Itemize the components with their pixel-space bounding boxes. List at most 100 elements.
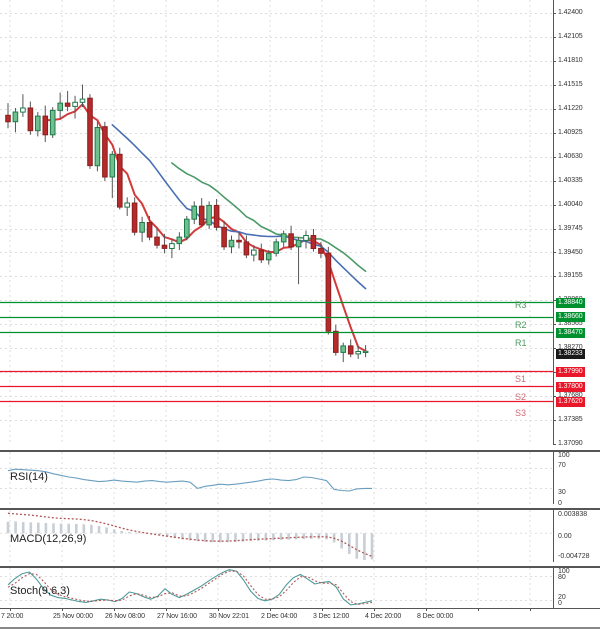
- x-axis-tick: [218, 608, 219, 611]
- rsi-panel[interactable]: [0, 452, 553, 504]
- price-axis-tick: [553, 396, 556, 397]
- bottom-frame: [0, 627, 600, 629]
- pivot-level-s2: S2: [515, 392, 527, 402]
- x-axis-tick-label: 25 Nov 00:00: [53, 613, 93, 620]
- price-plot: [0, 0, 553, 444]
- price-axis-tick-label: 1.38565: [558, 320, 583, 328]
- x-axis-tick: [322, 608, 323, 611]
- x-axis-line: [0, 608, 600, 609]
- price-axis-tick: [553, 133, 556, 134]
- pivot-level-r2: R2: [515, 320, 527, 330]
- price-axis-tick: [553, 205, 556, 206]
- price-axis-tick-label: 1.39745: [558, 224, 583, 232]
- x-axis-tick: [166, 608, 167, 611]
- price-axis-tick-label: 1.40040: [558, 200, 583, 208]
- stoch-axis-line: [553, 568, 554, 608]
- last-price-label: 1.38233: [556, 349, 585, 359]
- price-axis-tick-label: 1.38270: [558, 344, 583, 352]
- x-axis-tick-label: 26 Nov 08:00: [105, 613, 145, 620]
- price-axis-tick-label: 1.41515: [558, 80, 583, 88]
- price-axis-tick-label: 1.37090: [558, 440, 583, 448]
- rsi-axis-tick-label: 0: [558, 500, 562, 507]
- price-axis-tick: [553, 444, 556, 445]
- stoch-axis-tick-label: 100: [558, 568, 570, 575]
- price-axis-tick: [553, 420, 556, 421]
- price-axis-tick-label: 1.37680: [558, 392, 583, 399]
- price-axis-tick-label: 1.40630: [558, 152, 583, 160]
- pivot-level-s1: S1: [515, 374, 527, 384]
- stoch-axis-tick-label: 20: [558, 594, 566, 601]
- price-axis-tick-label: 1.41810: [558, 56, 583, 64]
- price-axis-tick: [553, 37, 556, 38]
- x-axis-tick-label: 2 Dec 04:00: [261, 613, 298, 620]
- macd-axis-tick-label: -0.004728: [558, 553, 590, 560]
- pivot-level-r1: R1: [515, 338, 527, 348]
- price-axis-tick: [553, 13, 556, 14]
- price-axis-tick: [553, 300, 556, 301]
- price-axis-tick: [553, 229, 556, 230]
- price-axis-tick: [553, 252, 556, 253]
- pivot-price-pill: 1.37800: [556, 381, 585, 392]
- price-axis-tick-label: 1.37385: [558, 416, 583, 424]
- price-axis-tick-label: 1.42400: [558, 9, 583, 16]
- price-axis-tick-label: 1.40335: [558, 176, 583, 184]
- x-axis-tick-label: 7 20:00: [1, 613, 24, 620]
- rsi-indicator-label: RSI(14): [10, 471, 48, 483]
- price-axis-tick-label: 1.39155: [558, 272, 583, 280]
- pivot-price-pill: 1.38660: [556, 312, 585, 323]
- price-axis-tick-label: 1.42105: [558, 32, 583, 40]
- x-axis-tick: [478, 608, 479, 611]
- rsi-plot: [0, 452, 553, 504]
- x-axis-tick-label: 30 Nov 22:01: [209, 613, 249, 620]
- price-axis-tick: [553, 85, 556, 86]
- price-axis-tick-label: 1.40925: [558, 128, 583, 136]
- rsi-axis-line: [553, 452, 554, 504]
- x-axis-tick: [426, 608, 427, 611]
- stoch-axis-tick-label: 0: [558, 600, 562, 607]
- price-panel[interactable]: [0, 0, 553, 444]
- macd-plot: [0, 510, 553, 562]
- price-axis-tick: [553, 109, 556, 110]
- macd-axis-tick-label: 0.003838: [558, 511, 588, 518]
- rsi-axis-tick-label: 30: [558, 489, 566, 496]
- stoch-panel[interactable]: [0, 568, 553, 608]
- pivot-price-pill: 1.37620: [556, 396, 585, 407]
- x-axis-tick-label: 8 Dec 00:00: [417, 613, 454, 620]
- price-axis-tick: [553, 61, 556, 62]
- pivot-level-s3: S3: [515, 408, 527, 418]
- x-axis-tick: [270, 608, 271, 611]
- pivot-price-pill: 1.37990: [556, 366, 585, 377]
- price-axis-tick-label: 1.41220: [558, 104, 583, 112]
- x-axis-tick-label: 4 Dec 20:00: [365, 613, 402, 620]
- stoch-indicator-label: Stoch(9,6,3): [10, 585, 70, 597]
- price-axis-tick: [553, 157, 556, 158]
- price-axis-tick: [553, 324, 556, 325]
- rsi-panel-divider: [0, 450, 600, 452]
- macd-axis-line: [553, 510, 554, 562]
- macd-panel-divider: [0, 508, 600, 510]
- price-axis-tick: [553, 276, 556, 277]
- x-axis-tick-label: 3 Dec 12:00: [313, 613, 350, 620]
- stoch-panel-divider: [0, 566, 600, 568]
- rsi-axis-tick-label: 70: [558, 462, 566, 469]
- price-axis-tick: [553, 372, 556, 373]
- stoch-plot: [0, 568, 553, 608]
- pivot-price-pill: 1.38470: [556, 327, 585, 338]
- macd-axis-tick-label: 0.00: [558, 533, 572, 540]
- pivot-price-pill: 1.38840: [556, 297, 585, 308]
- macd-panel[interactable]: [0, 510, 553, 562]
- x-axis-tick: [530, 608, 531, 611]
- pivot-level-r3: R3: [515, 300, 527, 310]
- rsi-axis-tick-label: 100: [558, 452, 570, 459]
- price-axis-tick: [553, 348, 556, 349]
- x-axis-tick: [10, 608, 11, 611]
- x-axis-tick: [62, 608, 63, 611]
- x-axis-tick: [114, 608, 115, 611]
- x-axis-tick: [374, 608, 375, 611]
- stoch-axis-tick-label: 80: [558, 574, 566, 581]
- price-axis-tick-label: 1.39450: [558, 248, 583, 256]
- macd-indicator-label: MACD(12,26,9): [10, 533, 87, 545]
- price-axis-line: [553, 0, 554, 444]
- price-axis-tick: [553, 181, 556, 182]
- x-axis-tick-label: 27 Nov 16:00: [157, 613, 197, 620]
